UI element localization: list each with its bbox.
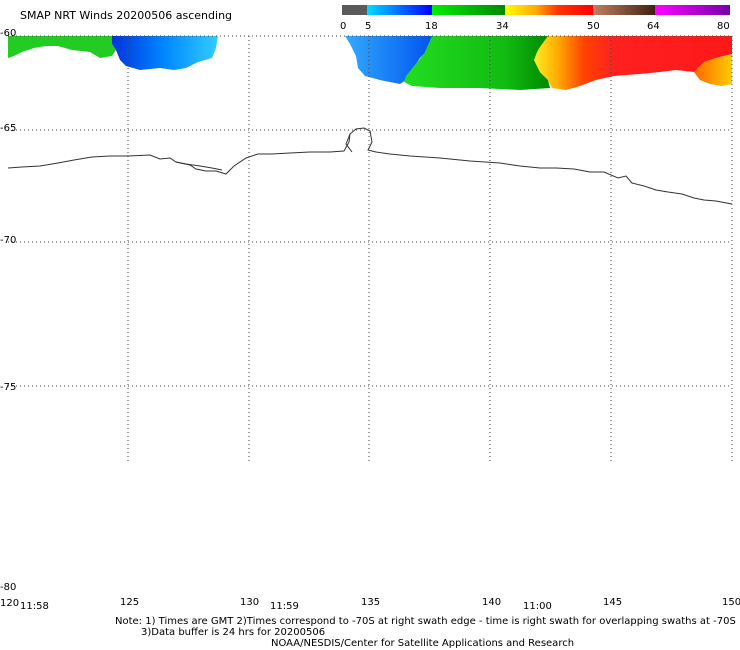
- colorbar-tick-label: 80: [717, 21, 730, 32]
- lat-label: -60: [0, 28, 16, 39]
- time-label: 11:59: [270, 601, 299, 612]
- axis-labels: -60 -65 -70 -75 -80 120 125 130 135 140 …: [0, 28, 740, 612]
- wind-swath-green-left: [8, 36, 116, 58]
- wind-swath-blue-left: [112, 36, 218, 70]
- colorbar-segment: [342, 5, 367, 15]
- wind-speed-colorbar: [342, 5, 730, 15]
- time-label: 11:58: [20, 601, 49, 612]
- colorbar-tick-label: 50: [587, 21, 600, 32]
- colorbar-segment: [432, 5, 505, 15]
- lat-lon-grid: [8, 35, 733, 462]
- wind-swaths: [8, 36, 732, 90]
- lon-label: 135: [361, 597, 380, 608]
- lon-label: 130: [240, 597, 259, 608]
- time-label: 11:00: [523, 601, 552, 612]
- lat-label: -80: [0, 582, 16, 593]
- antarctic-coastline: [7, 127, 733, 205]
- colorbar-tick-label: 34: [496, 21, 509, 32]
- colorbar-segment: [505, 5, 593, 15]
- colorbar-tick-label: 18: [425, 21, 438, 32]
- wind-swath-orange-corner: [694, 54, 732, 86]
- lon-label: 125: [120, 597, 139, 608]
- wind-swath-hot: [534, 36, 732, 90]
- colorbar-segment: [367, 5, 432, 15]
- map-title: SMAP NRT Winds 20200506 ascending: [20, 9, 233, 22]
- footnotes: Note: 1) Times are GMT 2)Times correspon…: [115, 616, 736, 649]
- colorbar-segment: [593, 5, 655, 15]
- footnote-line: 3)Data buffer is 24 hrs for 20200506: [141, 627, 326, 638]
- lat-label: -75: [0, 382, 16, 393]
- wind-swath-green-right: [404, 36, 550, 90]
- lon-label: 145: [603, 597, 622, 608]
- footnote-line: Note: 1) Times are GMT 2)Times correspon…: [115, 616, 736, 627]
- lon-label: 120: [0, 598, 19, 609]
- colorbar-tick-label: 64: [647, 21, 660, 32]
- lon-label: 150: [722, 597, 740, 608]
- colorbar-labels: 0 5 18 34 50 64 80: [340, 21, 730, 32]
- colorbar-tick-label: 5: [365, 21, 371, 32]
- coastline-detail: [175, 133, 353, 171]
- colorbar-segment: [655, 5, 730, 15]
- footnote-line: NOAA/NESDIS/Center for Satellite Applica…: [271, 638, 575, 649]
- lat-label: -65: [0, 123, 16, 134]
- colorbar-tick-label: 0: [340, 21, 346, 32]
- lat-label: -70: [0, 235, 16, 246]
- lon-label: 140: [482, 597, 501, 608]
